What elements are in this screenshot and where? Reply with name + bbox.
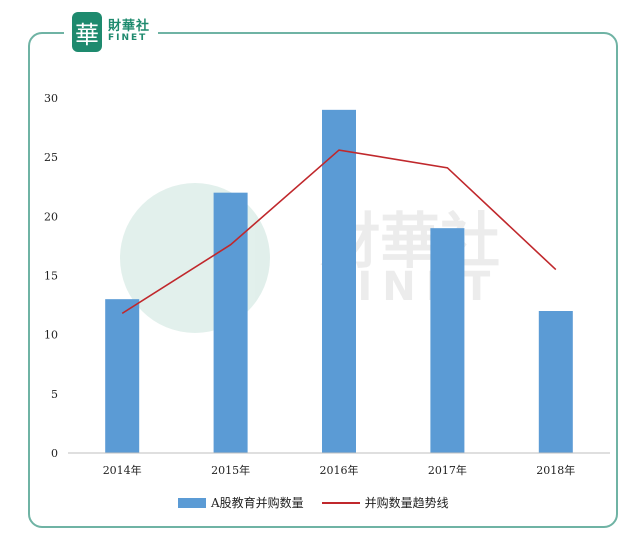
x-axis: 2014年 2015年 2016年 2017年 2018年 [68,452,610,477]
brand-name-en: FINET [108,33,148,44]
y-tick-label: 25 [44,151,58,164]
y-tick-label: 30 [44,92,58,105]
brand-name-cn: 財華社 [108,19,151,35]
legend-line-swatch [321,501,360,504]
y-tick-label: 20 [44,210,58,223]
legend-bar-swatch [178,497,206,508]
x-tick-label: 2018年 [536,463,575,477]
finet-logo: 華 財華社 FINET [64,10,159,54]
trend-line [121,149,557,315]
x-tick-label: 2015年 [211,463,250,477]
bar [213,192,248,453]
y-tick-label: 5 [51,388,58,401]
x-tick-label: 2016年 [320,463,359,477]
y-tick-label: 0 [51,447,58,460]
trend-line-series [121,149,557,315]
legend-bar-label: A股教育并购数量 [211,496,304,510]
x-tick-label: 2014年 [103,463,142,477]
legend: A股教育并购数量 并购数量趋势线 [178,494,449,511]
legend-line-label: 并购数量趋势线 [364,496,449,510]
bar [322,109,356,453]
brand-name: 財華社 FINET [108,20,150,43]
x-tick-label: 2017年 [428,463,467,477]
bar [105,299,140,453]
bar-series [105,109,573,453]
y-tick-label: 15 [44,270,58,283]
y-tick-label: 10 [44,329,58,342]
y-axis: 0 5 10 15 20 25 30 [44,92,58,460]
bar [538,311,573,453]
chart-frame [28,32,618,528]
bar [430,228,465,453]
brand-seal-icon: 華 [72,12,102,52]
